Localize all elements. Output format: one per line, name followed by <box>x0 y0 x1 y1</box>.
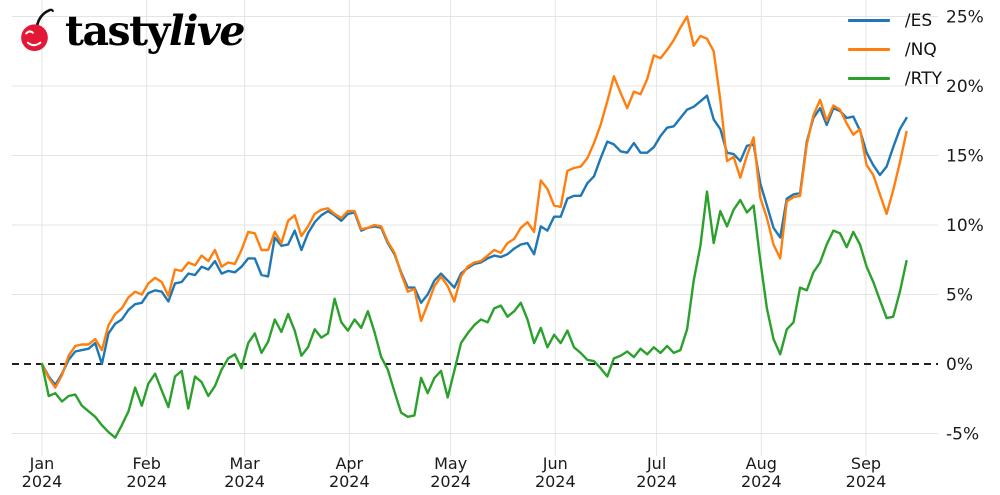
y-axis-tick-label: 10% <box>946 216 984 236</box>
brand-logo: tastylive <box>12 4 246 58</box>
x-axis-tick-label: Jul 2024 <box>636 454 677 491</box>
logo-wordmark: tastylive <box>65 4 246 58</box>
legend-swatch-icon <box>847 19 890 22</box>
legend-swatch-icon <box>847 77 890 80</box>
y-axis-tick-label: -5% <box>946 425 979 445</box>
x-axis-tick-label: Sep 2024 <box>846 454 887 491</box>
legend-item-rty: /RTY <box>847 64 942 93</box>
legend-label: /ES <box>904 10 933 31</box>
chart-legend: /ES/NQ/RTY <box>847 6 942 93</box>
x-axis-tick-label: May 2024 <box>430 454 471 491</box>
logo-text-tasty: tasty <box>65 7 170 55</box>
legend-item-nq: /NQ <box>847 35 942 64</box>
legend-label: /NQ <box>904 39 937 60</box>
x-axis-tick-label: Aug 2024 <box>741 454 782 491</box>
logo-text-live: live <box>168 7 246 55</box>
y-axis-tick-label: 5% <box>946 286 973 306</box>
series-line-nq <box>40 15 908 389</box>
series-line-rty <box>40 190 908 439</box>
legend-label: /RTY <box>904 68 942 89</box>
y-axis-tick-label: 0% <box>946 355 973 375</box>
x-axis-tick-label: Jan 2024 <box>22 454 63 491</box>
y-axis-tick-label: 15% <box>946 147 984 167</box>
cherry-icon <box>21 8 54 51</box>
legend-swatch-icon <box>847 48 890 51</box>
series-line-es <box>40 94 908 387</box>
x-axis-tick-label: Feb 2024 <box>126 454 167 491</box>
y-axis-tick-label: 25% <box>946 8 984 28</box>
x-axis-tick-label: Apr 2024 <box>329 454 370 491</box>
y-axis-tick-label: 20% <box>946 77 984 97</box>
x-axis-tick-label: Jun 2024 <box>535 454 576 491</box>
legend-item-es: /ES <box>847 6 942 35</box>
x-axis-tick-label: Mar 2024 <box>224 454 265 491</box>
